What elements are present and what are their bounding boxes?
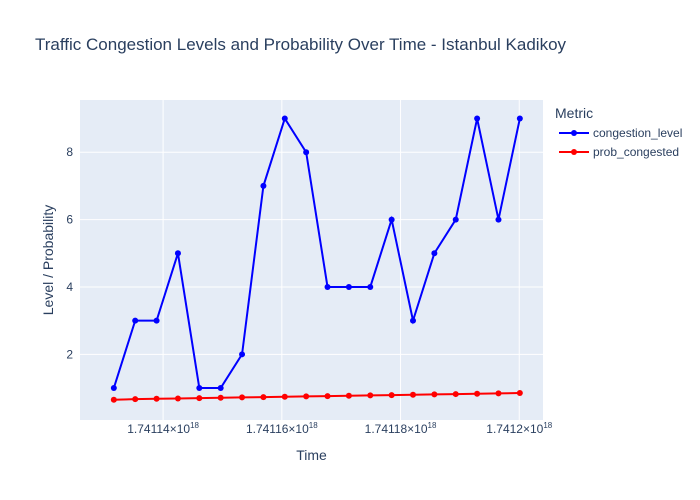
data-point — [132, 317, 139, 324]
data-point — [388, 392, 395, 399]
data-point — [431, 250, 438, 257]
legend-label: congestion_level — [593, 126, 682, 140]
data-point — [153, 395, 160, 402]
tick-labels: 2 4 6 8 1.74114×1018 1.74116×1018 1.74118×1018… — [66, 145, 552, 436]
x-axis-title: Time — [296, 447, 327, 463]
legend-item-prob-congested[interactable]: prob_congested — [559, 145, 679, 159]
data-point — [110, 385, 117, 391]
legend: Metric congestion_level prob_congested — [555, 105, 682, 159]
data-point — [132, 396, 139, 403]
plot-area — [80, 100, 543, 420]
data-point — [303, 393, 310, 400]
legend-swatch-marker — [571, 130, 577, 136]
series-layer — [110, 115, 523, 403]
data-point — [324, 283, 331, 290]
series-prob-congested — [110, 390, 523, 403]
data-point — [495, 390, 502, 397]
series-line — [113, 392, 520, 401]
data-point — [367, 392, 374, 399]
x-tick-label: 1.74114×1018 — [127, 421, 199, 436]
data-point — [217, 394, 224, 401]
data-point — [110, 396, 117, 403]
legend-swatch-marker — [571, 149, 577, 155]
data-point — [367, 283, 374, 290]
y-axis-title: Level / Probability — [40, 205, 56, 316]
x-tick-label: 1.74116×1018 — [246, 421, 318, 436]
legend-label: prob_congested — [593, 145, 679, 159]
data-point — [174, 250, 181, 257]
y-tick-label: 4 — [66, 280, 73, 294]
data-point — [516, 390, 523, 397]
data-point — [174, 395, 181, 402]
legend-item-congestion-level[interactable]: congestion_level — [559, 126, 682, 140]
chart-title: Traffic Congestion Levels and Probabilit… — [35, 35, 567, 54]
data-point — [516, 115, 523, 122]
data-point — [452, 216, 459, 223]
data-point — [345, 392, 352, 399]
y-tick-label: 6 — [66, 213, 73, 227]
data-point — [281, 115, 288, 122]
data-point — [153, 317, 160, 324]
y-tick-label: 2 — [66, 347, 73, 361]
legend-title: Metric — [555, 105, 593, 121]
x-tick-label: 1.7412×1018 — [486, 421, 553, 436]
data-point — [431, 391, 438, 398]
series-congestion-level — [110, 115, 523, 391]
data-point — [388, 216, 395, 223]
data-point — [239, 351, 246, 358]
data-point — [474, 390, 481, 397]
data-point — [324, 393, 331, 400]
data-point — [260, 182, 267, 189]
data-point — [260, 394, 267, 401]
data-point — [196, 385, 203, 391]
data-point — [474, 115, 481, 122]
data-point — [239, 394, 246, 401]
data-point — [303, 149, 310, 156]
data-point — [452, 391, 459, 398]
data-point — [345, 283, 352, 290]
data-point — [410, 317, 417, 324]
data-point — [196, 395, 203, 402]
data-point — [281, 393, 288, 400]
grid-lines — [80, 100, 543, 420]
legend-items: congestion_level prob_congested — [559, 126, 682, 159]
y-tick-label: 8 — [66, 145, 73, 159]
data-point — [495, 216, 502, 223]
x-tick-label: 1.74118×1018 — [365, 421, 437, 436]
data-point — [217, 385, 224, 391]
series-line — [112, 116, 521, 389]
data-point — [410, 391, 417, 398]
